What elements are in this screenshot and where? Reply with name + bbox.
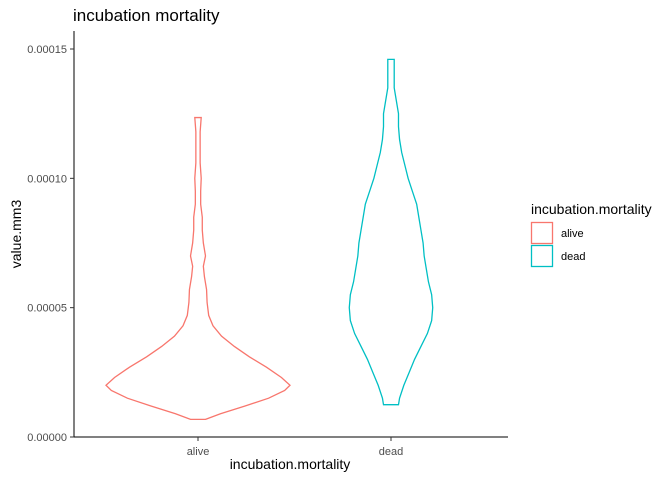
chart-title: incubation mortality bbox=[73, 6, 220, 25]
violin-alive bbox=[105, 116, 291, 421]
y-tick-label: 0.00005 bbox=[27, 303, 67, 315]
legend-label-dead: dead bbox=[561, 251, 585, 263]
legend: incubation.mortality alive dead bbox=[530, 201, 652, 268]
legend-key-dead bbox=[530, 244, 554, 268]
legend-title: incubation.mortality bbox=[531, 201, 652, 217]
legend-label-alive: alive bbox=[561, 228, 584, 240]
y-tick-label: 0.00010 bbox=[27, 173, 67, 185]
violin-dead bbox=[348, 58, 434, 406]
y-tick-label: 0.00000 bbox=[27, 432, 67, 444]
violin-group bbox=[105, 58, 434, 421]
x-tick-label: alive bbox=[187, 446, 210, 458]
x-tick-label: dead bbox=[379, 446, 403, 458]
y-axis-title: value.mm3 bbox=[8, 200, 24, 269]
y-axis-ticks: 0.00000 0.00005 0.00010 0.00015 bbox=[27, 44, 74, 444]
y-tick-label: 0.00015 bbox=[27, 44, 67, 56]
x-axis-title: incubation.mortality bbox=[230, 456, 351, 472]
x-axis-ticks: alive dead bbox=[187, 437, 403, 458]
legend-key-alive bbox=[530, 221, 554, 245]
